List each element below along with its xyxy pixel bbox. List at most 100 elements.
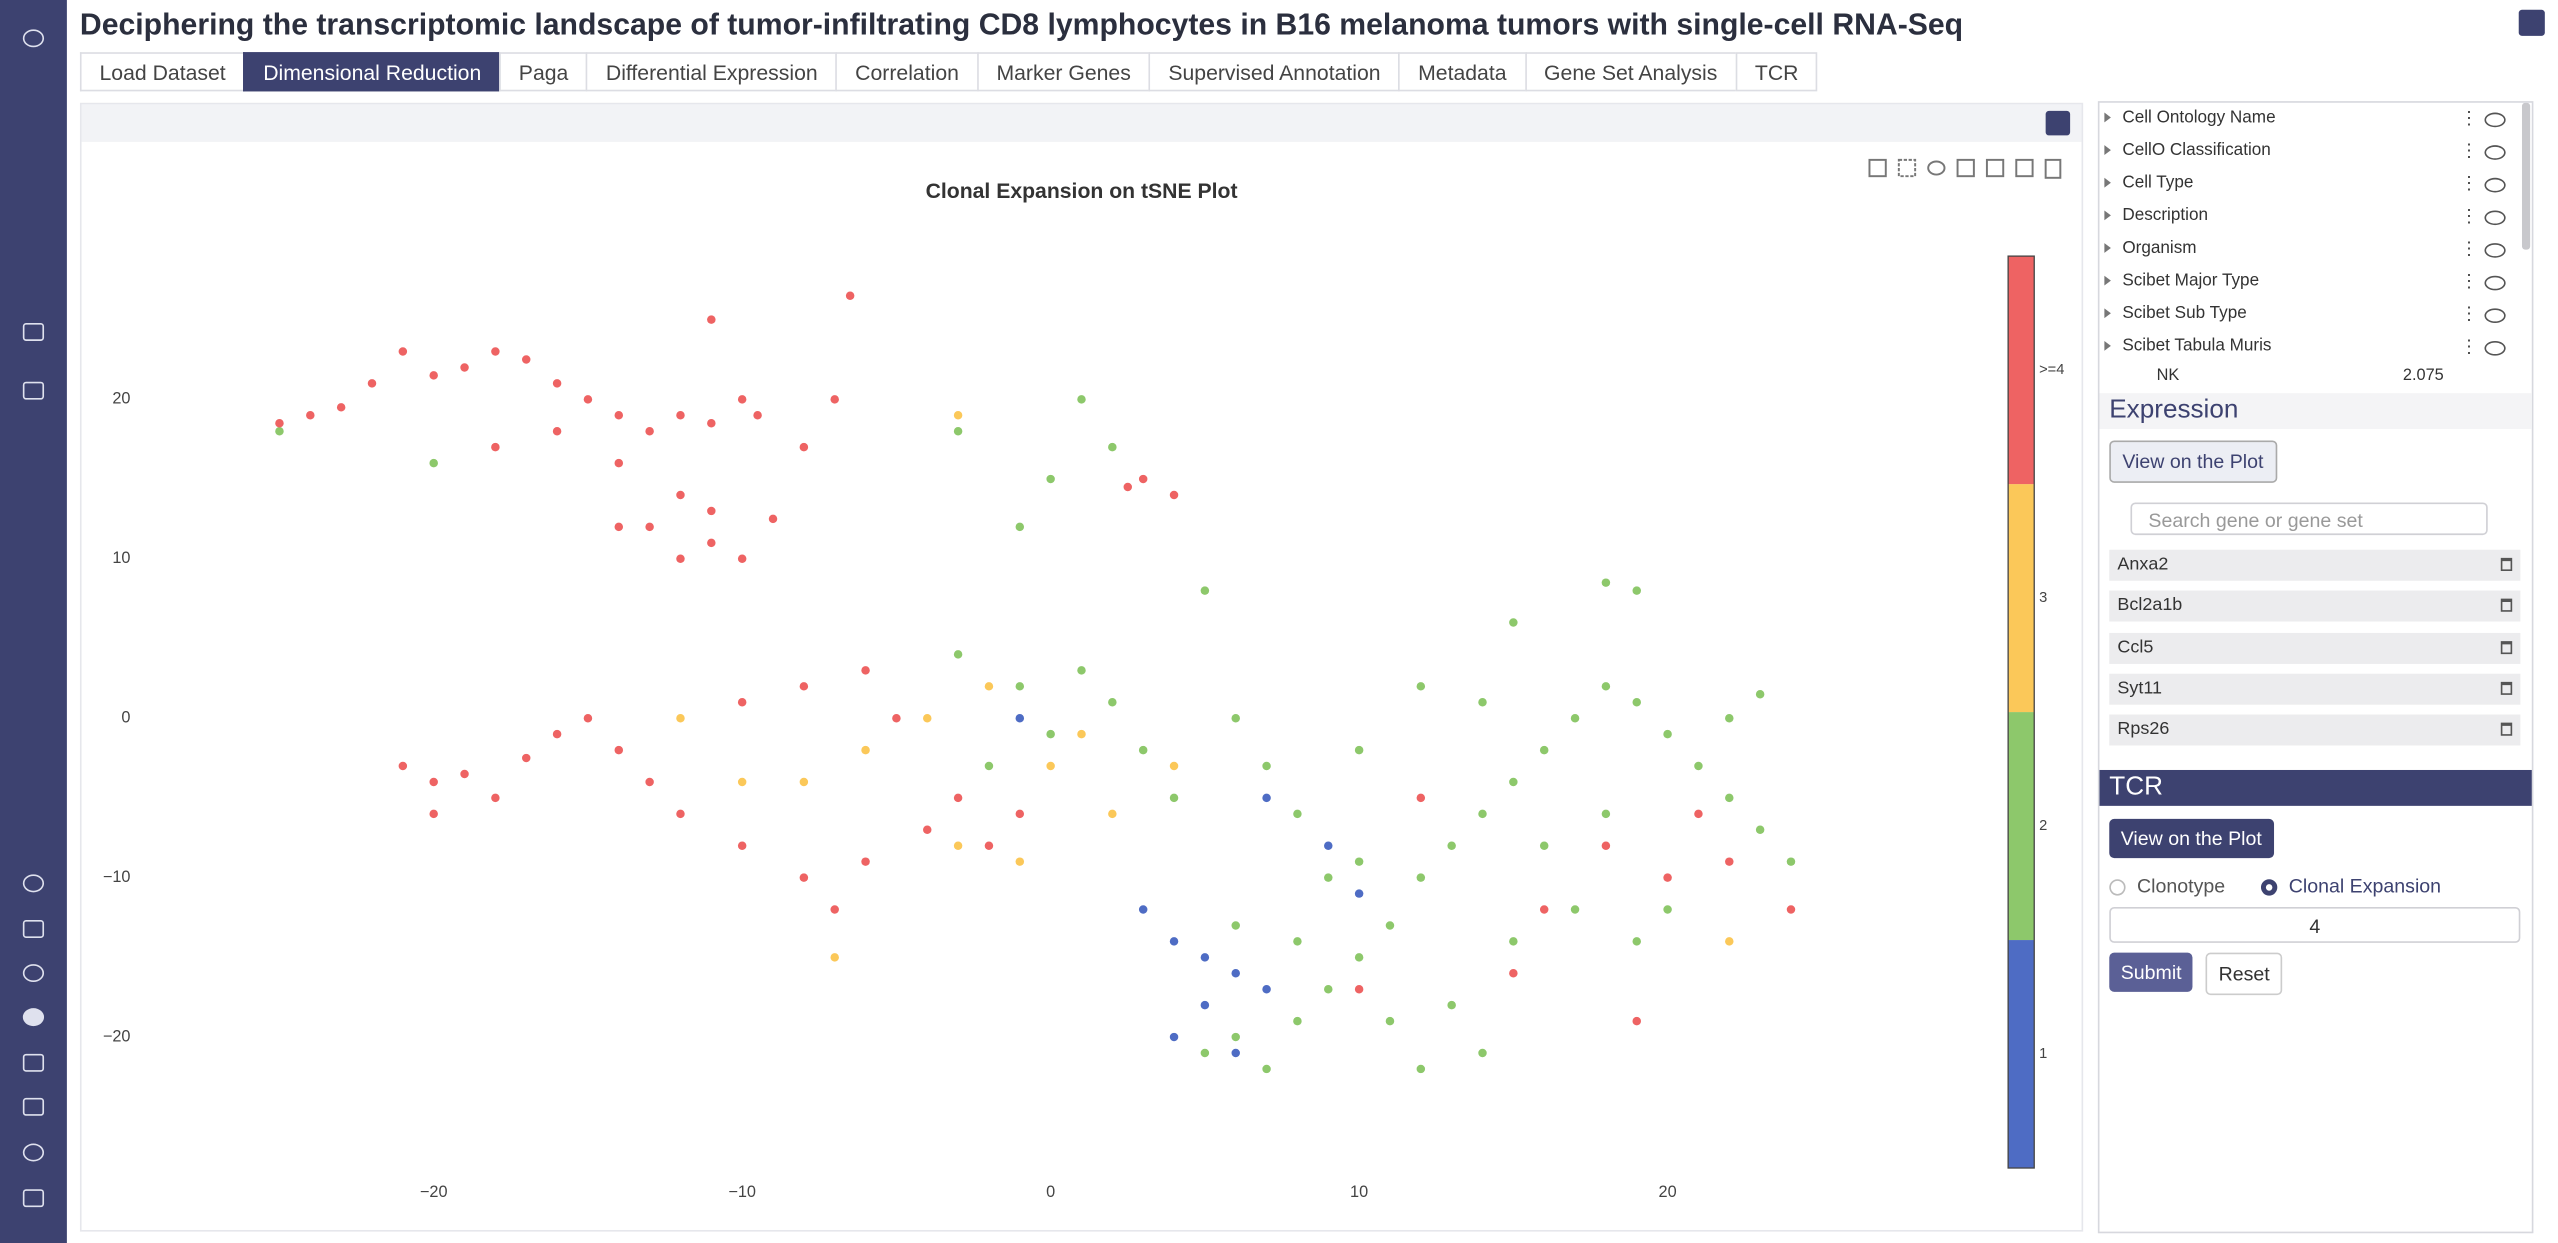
logo[interactable] bbox=[22, 29, 45, 48]
point bbox=[737, 698, 747, 707]
radio-button[interactable] bbox=[2109, 879, 2126, 896]
eye-icon[interactable] bbox=[2484, 243, 2506, 258]
refresh-icon[interactable] bbox=[22, 964, 45, 983]
expression-view-button[interactable]: View on the Plot bbox=[2109, 440, 2277, 483]
tab[interactable]: Dimensional Reduction bbox=[243, 52, 500, 92]
more-icon[interactable]: ⋮ bbox=[2460, 305, 2478, 325]
scrollbar[interactable] bbox=[2521, 102, 2531, 250]
right-panel: Cell Ontology Name ⋮ CellO Classification ⋮… bbox=[2097, 101, 2534, 1234]
expression-header[interactable]: Expression bbox=[2099, 393, 2532, 430]
modebar-download[interactable] bbox=[2015, 158, 2034, 178]
point bbox=[583, 713, 593, 723]
more-icon[interactable]: ⋮ bbox=[2460, 141, 2478, 162]
sub-value: 2.075 bbox=[2402, 367, 2444, 381]
gene-row[interactable]: Syt11 bbox=[2109, 673, 2521, 705]
tab[interactable]: Correlation bbox=[835, 52, 977, 92]
delete-icon[interactable] bbox=[2500, 681, 2513, 695]
point bbox=[491, 442, 500, 452]
more-icon[interactable]: ⋮ bbox=[2460, 174, 2478, 195]
annotation-row[interactable]: CellO Classification bbox=[2104, 140, 2271, 160]
modebar-lasso[interactable] bbox=[1927, 160, 1946, 176]
more-icon[interactable]: ⋮ bbox=[2460, 109, 2478, 129]
eye-icon[interactable] bbox=[2484, 177, 2506, 193]
tab[interactable]: Differential Expression bbox=[586, 52, 836, 92]
submit-button[interactable]: Submit bbox=[2109, 952, 2194, 992]
annotation-row[interactable]: Scibet Major Type bbox=[2104, 270, 2260, 291]
radio-label[interactable]: Clonotype bbox=[2137, 874, 2226, 898]
nav-icon[interactable] bbox=[22, 1143, 45, 1162]
tab[interactable]: Marker Genes bbox=[976, 52, 1149, 92]
point bbox=[1324, 841, 1333, 850]
delete-icon[interactable] bbox=[2500, 599, 2513, 613]
annotation-row[interactable]: Scibet Tabula Muris bbox=[2104, 336, 2272, 356]
nav-icon[interactable] bbox=[22, 381, 45, 400]
logout-icon[interactable] bbox=[22, 1189, 45, 1208]
theme-icon[interactable] bbox=[22, 874, 45, 893]
annotation-row[interactable]: Organism bbox=[2104, 238, 2197, 258]
point bbox=[1200, 1000, 1210, 1010]
help-icon[interactable] bbox=[22, 1008, 45, 1027]
annotation-row[interactable]: Cell Type bbox=[2104, 172, 2194, 193]
modebar-zoom[interactable] bbox=[1956, 158, 1975, 178]
point bbox=[1539, 745, 1549, 755]
point bbox=[845, 291, 855, 300]
point bbox=[923, 825, 932, 835]
eye-icon[interactable] bbox=[2484, 275, 2506, 291]
reset-button[interactable]: Reset bbox=[2205, 952, 2283, 996]
tab[interactable]: Supervised Annotation bbox=[1148, 52, 1399, 92]
tab[interactable]: TCR bbox=[1735, 52, 1819, 92]
delete-icon[interactable] bbox=[2500, 640, 2513, 654]
point bbox=[799, 682, 809, 691]
modebar-select[interactable] bbox=[1897, 158, 1917, 178]
tab[interactable]: Gene Set Analysis bbox=[1524, 52, 1736, 92]
point bbox=[737, 554, 747, 564]
gene-row[interactable]: Bcl2a1b bbox=[2109, 591, 2521, 623]
more-icon[interactable]: ⋮ bbox=[2460, 207, 2478, 227]
gene-search[interactable]: Search gene or gene set bbox=[2130, 502, 2488, 536]
annotation-row[interactable]: Description bbox=[2104, 205, 2209, 226]
modebar-pan[interactable] bbox=[1868, 158, 1887, 178]
tcr-view-button[interactable]: View on the Plot bbox=[2109, 818, 2274, 859]
tab[interactable]: Load Dataset bbox=[79, 52, 244, 92]
modebar-autoscale[interactable] bbox=[1985, 158, 2005, 178]
eye-icon[interactable] bbox=[2484, 210, 2506, 226]
x-tick-label: 0 bbox=[1046, 1183, 1055, 1201]
tab[interactable]: Paga bbox=[499, 52, 587, 92]
point bbox=[1169, 761, 1179, 771]
gene-row[interactable]: Ccl5 bbox=[2109, 632, 2521, 664]
nav-icon[interactable] bbox=[22, 1053, 45, 1072]
point bbox=[1663, 873, 1672, 882]
more-icon[interactable]: ⋮ bbox=[2460, 239, 2478, 260]
fullscreen-button[interactable] bbox=[2518, 9, 2545, 36]
gene-row[interactable]: Rps26 bbox=[2109, 714, 2521, 746]
point bbox=[1262, 761, 1271, 771]
nav-icon[interactable] bbox=[22, 920, 45, 938]
point bbox=[1663, 905, 1672, 914]
modebar-bookmark[interactable] bbox=[2044, 158, 2062, 179]
delete-icon[interactable] bbox=[2500, 557, 2513, 571]
annotation-row[interactable]: Cell Ontology Name bbox=[2104, 107, 2276, 128]
panel-toggle[interactable] bbox=[2045, 110, 2071, 136]
more-icon[interactable]: ⋮ bbox=[2460, 272, 2478, 293]
radio-label[interactable]: Clonal Expansion bbox=[2288, 874, 2442, 898]
point bbox=[429, 458, 438, 468]
sidebar bbox=[0, 0, 67, 1243]
more-icon[interactable]: ⋮ bbox=[2460, 337, 2478, 358]
delete-icon[interactable] bbox=[2500, 722, 2513, 737]
eye-icon[interactable] bbox=[2484, 112, 2506, 128]
nav-icon[interactable] bbox=[22, 322, 45, 341]
tab[interactable]: Metadata bbox=[1398, 52, 1525, 92]
tcr-header[interactable]: TCR bbox=[2099, 769, 2532, 806]
eye-icon[interactable] bbox=[2484, 308, 2506, 323]
eye-icon[interactable] bbox=[2484, 145, 2506, 160]
gene-row[interactable]: Anxa2 bbox=[2109, 549, 2521, 581]
radio-button[interactable] bbox=[2260, 879, 2278, 896]
eye-icon[interactable] bbox=[2484, 340, 2506, 356]
clone-threshold-input[interactable]: 4 bbox=[2109, 907, 2521, 943]
colorbar-frame bbox=[2007, 255, 2035, 1169]
x-tick-label: 20 bbox=[1659, 1183, 1677, 1201]
nav-icon[interactable] bbox=[22, 1097, 45, 1116]
annotation-row[interactable]: Scibet Sub Type bbox=[2104, 303, 2247, 323]
y-tick-label: −10 bbox=[103, 868, 131, 886]
